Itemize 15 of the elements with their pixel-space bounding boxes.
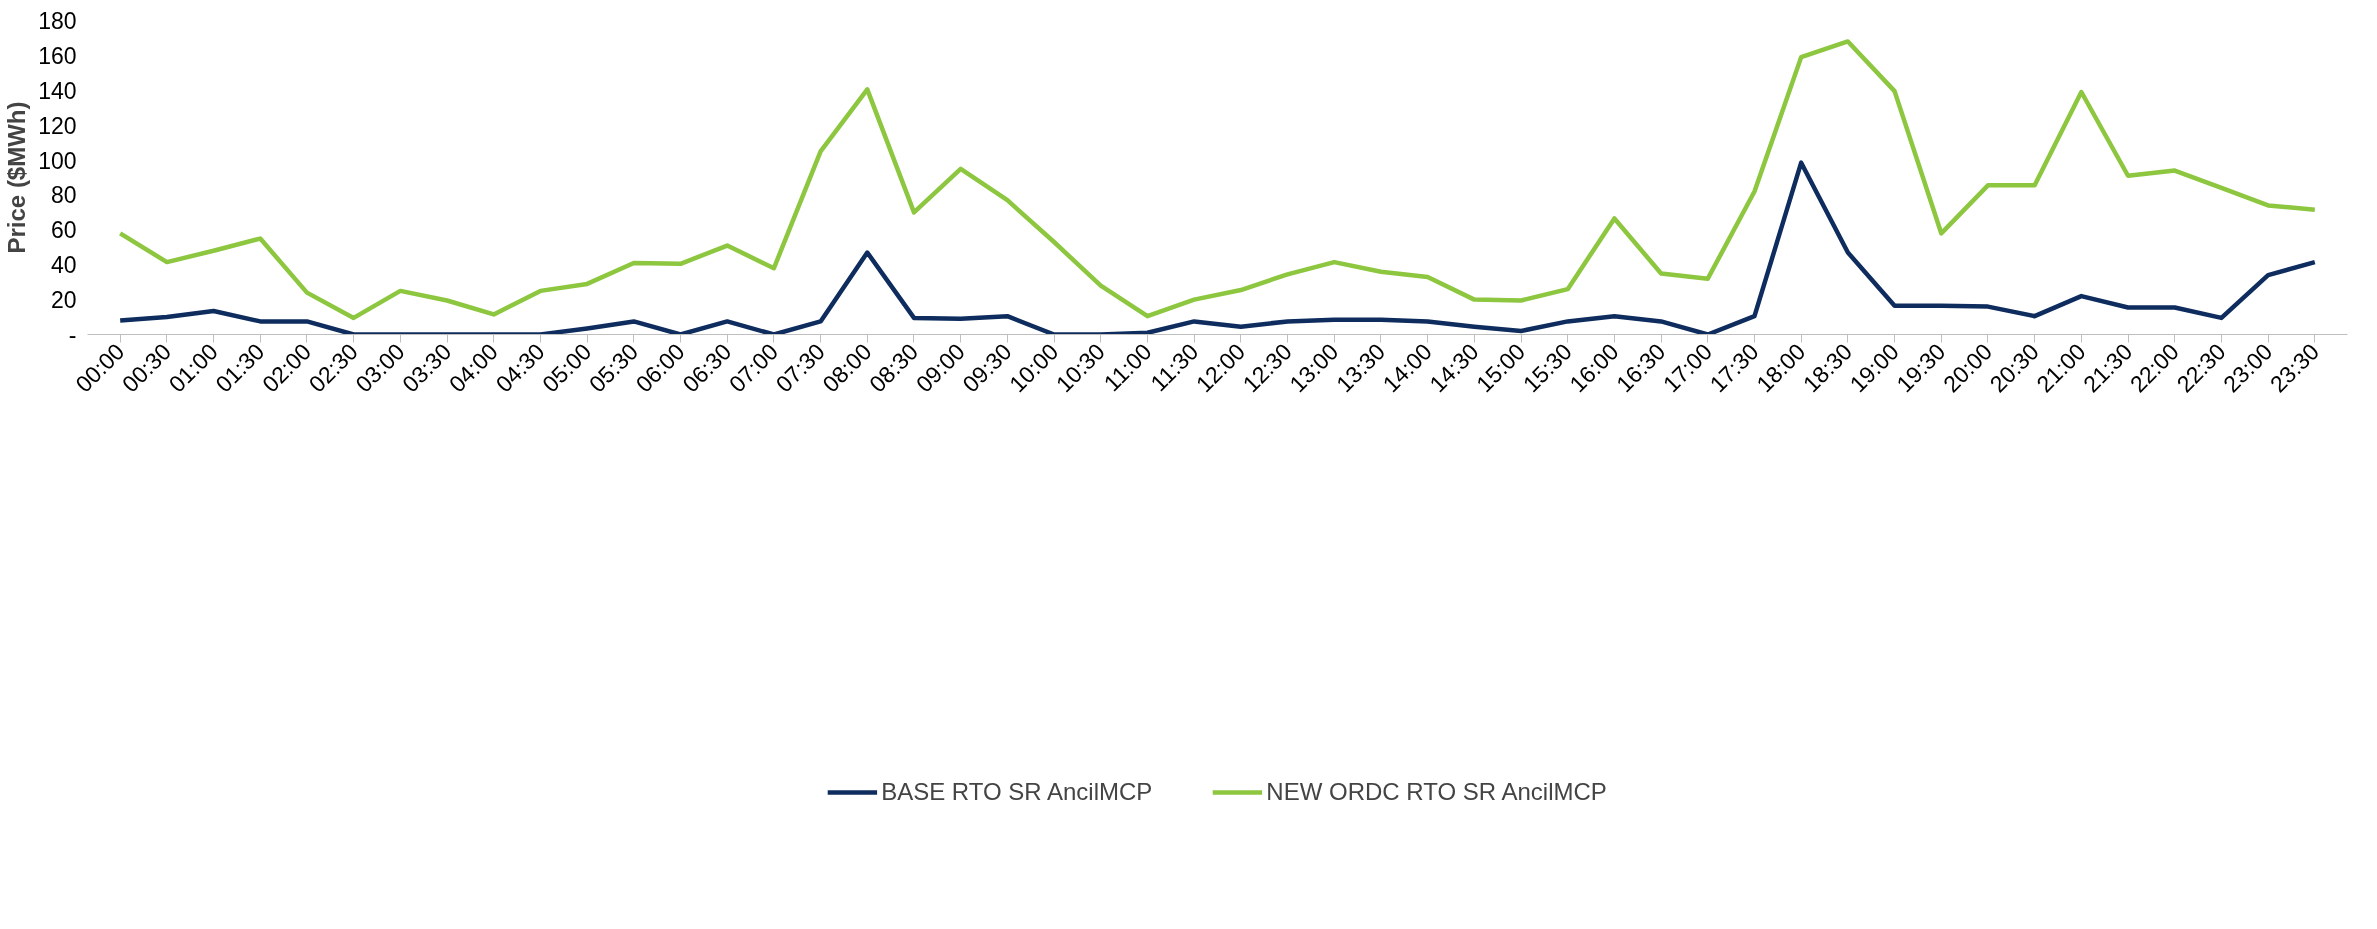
y-axis-title: Price ($MWh): [3, 101, 31, 254]
line-series: [117, 160, 2318, 335]
legend-label: BASE RTO SR AncilMCP: [881, 778, 1153, 806]
y-tick-label: 140: [38, 77, 77, 104]
line-series: [117, 39, 2318, 321]
y-tick-label: -: [68, 322, 77, 348]
y-tick-label: 40: [50, 252, 77, 279]
legend-label: NEW ORDC RTO SR AncilMCP: [1266, 778, 1607, 806]
y-tick-label: 60: [50, 217, 77, 244]
y-tick-label: 20: [50, 287, 77, 314]
y-tick-label: 120: [38, 112, 77, 139]
y-tick-label: 100: [38, 147, 77, 174]
y-tick-label: 80: [50, 182, 77, 209]
y-tick-label: 180: [38, 8, 77, 34]
y-tick-label: 160: [38, 42, 77, 69]
